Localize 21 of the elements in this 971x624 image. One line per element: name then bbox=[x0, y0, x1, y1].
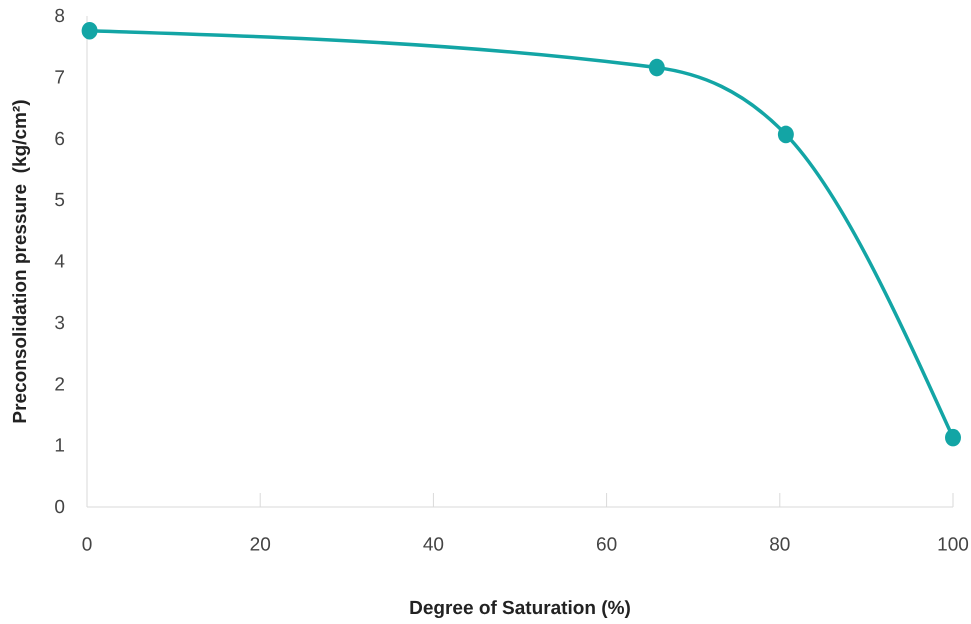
point bbox=[82, 22, 98, 40]
x-tick-label: 100 bbox=[937, 534, 969, 556]
y-tick-label: 8 bbox=[54, 6, 65, 28]
x-tick-label: 60 bbox=[596, 534, 618, 556]
x-tick-label: 20 bbox=[250, 534, 271, 556]
point bbox=[778, 126, 794, 144]
y-tick-label: 0 bbox=[54, 497, 65, 518]
point bbox=[648, 58, 665, 76]
y-tick-label: 3 bbox=[54, 312, 65, 334]
y-axis-title: Preconsolidation pressure (kg/cm²) bbox=[10, 99, 31, 424]
y-tick-label: 7 bbox=[54, 67, 65, 88]
y-tick-label: 1 bbox=[54, 436, 65, 457]
y-tick-label: 2 bbox=[54, 374, 65, 396]
x-tick-label: 40 bbox=[422, 534, 444, 556]
x-tick-label: 0 bbox=[82, 534, 92, 556]
y-tick-label: 6 bbox=[54, 128, 65, 150]
y-tick-label: 5 bbox=[54, 190, 65, 212]
y-tick-label: 4 bbox=[54, 252, 66, 273]
x-tick-label: 80 bbox=[769, 534, 790, 556]
x-axis-title: Degree of Saturation (%) bbox=[409, 598, 631, 619]
point bbox=[945, 428, 961, 446]
